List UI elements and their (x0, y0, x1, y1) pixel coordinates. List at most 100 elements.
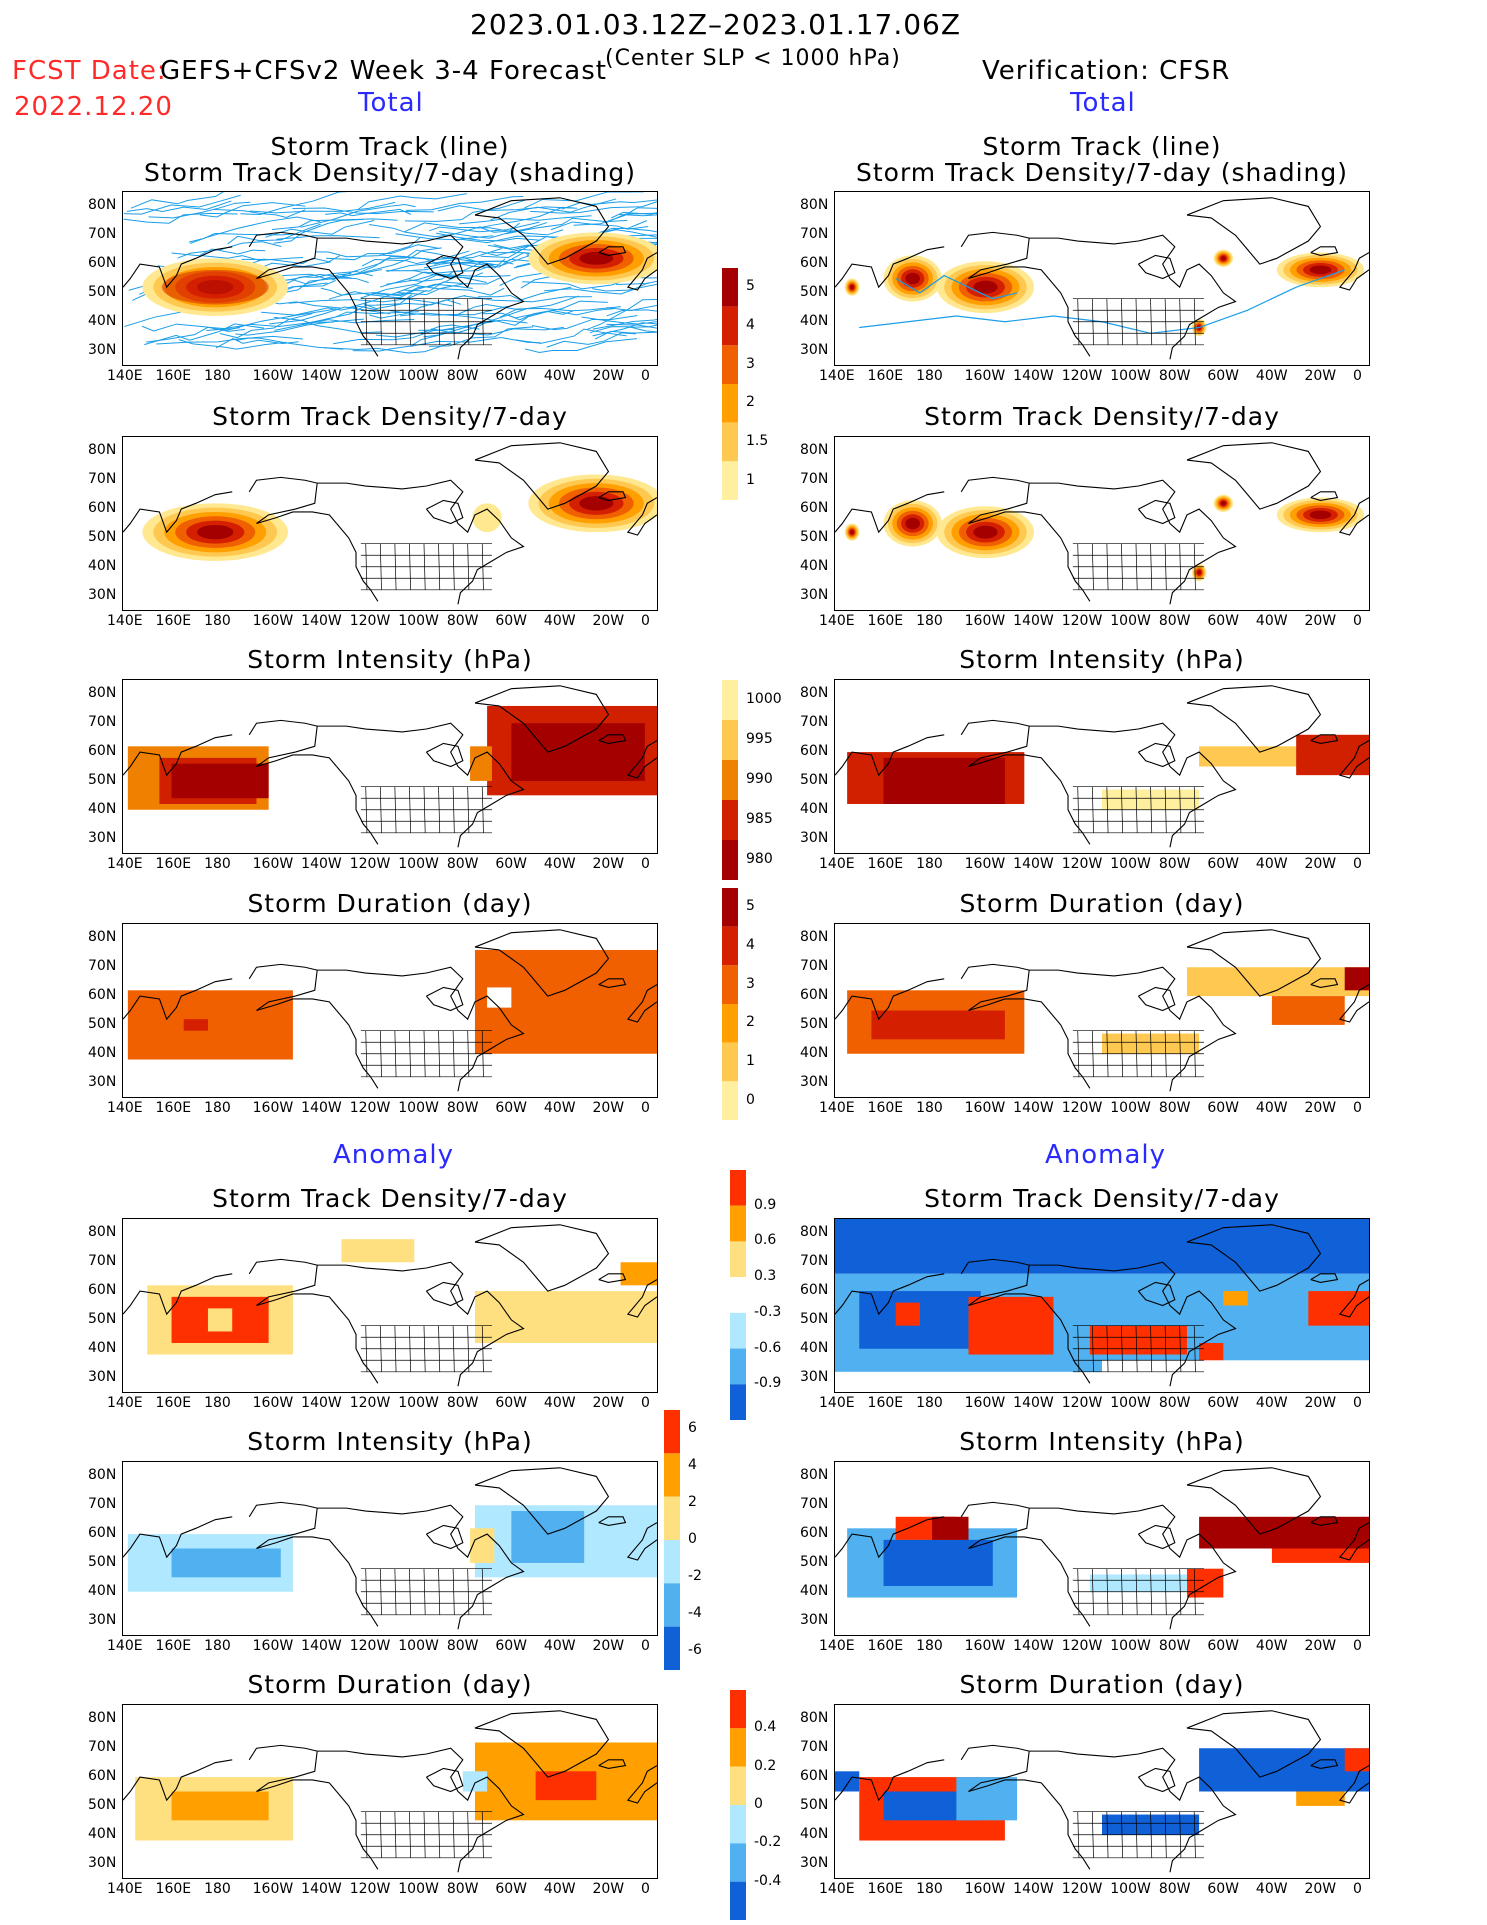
lon-tick-label: 140E (107, 613, 143, 629)
colorbar-label: 5 (746, 278, 755, 295)
verification-label: Verification: CFSR (982, 56, 1231, 86)
lat-tick-label: 30N (800, 586, 829, 603)
lon-tick-label: 80W (1158, 1881, 1191, 1897)
field-block (1089, 1325, 1187, 1355)
lon-tick-label: 120W (1061, 1395, 1103, 1411)
colorbar-swatch (722, 760, 738, 800)
lon-tick-label: 140E (819, 1100, 855, 1116)
lon-tick-label: 60W (495, 1638, 528, 1654)
lon-tick-label: 100W (398, 856, 439, 872)
lon-tick-label: 80W (1158, 613, 1191, 629)
field-shade (197, 524, 234, 540)
lat-tick-label: 40N (800, 312, 829, 329)
lon-tick-label: 40W (543, 856, 576, 872)
lon-tick-label: 140W (301, 1100, 342, 1116)
title-anom-duration-right: Storm Duration (day) (959, 1670, 1245, 1699)
lat-tick-label: 50N (88, 771, 117, 788)
lon-tick-label: 140E (107, 1638, 143, 1654)
lon-tick-label: 140E (819, 368, 855, 384)
map-panel-anom-intensity-obs (834, 1461, 1370, 1636)
colorbar-label: -6 (688, 1642, 702, 1659)
colorbar-label: 0.3 (754, 1268, 777, 1285)
lon-tick-label: 120W (1061, 1638, 1103, 1654)
lon-tick-label: 60W (1207, 1638, 1240, 1654)
lon-tick-label: 140W (1013, 1638, 1054, 1654)
lat-tick-label: 70N (88, 471, 117, 488)
lon-tick-label: 20W (1304, 1395, 1337, 1411)
field-shade (850, 529, 854, 535)
lat-tick-label: 40N (88, 1582, 117, 1599)
lon-tick-label: 120W (1061, 1881, 1103, 1897)
lat-tick-label: 40N (800, 1044, 829, 1061)
lon-tick-label: 0 (1353, 368, 1362, 384)
lat-tick-label: 80N (800, 1710, 829, 1727)
lat-tick-label: 40N (88, 1044, 117, 1061)
lat-tick-label: 30N (800, 1854, 829, 1871)
lon-tick-label: 160W (964, 1100, 1006, 1116)
field-block (1271, 1548, 1369, 1563)
colorbar-swatch (730, 1766, 746, 1805)
colorbar-swatch (722, 680, 738, 720)
title-track-line-left: Storm Track (line) (270, 132, 510, 161)
lon-tick-label: 100W (398, 1100, 439, 1116)
lat-tick-label: 70N (800, 1739, 829, 1756)
lon-tick-label: 140E (107, 1100, 143, 1116)
lat-tick-label: 80N (88, 1224, 117, 1241)
lat-tick-label: 60N (88, 987, 117, 1004)
lat-tick-label: 80N (88, 442, 117, 459)
lat-tick-label: 60N (800, 1768, 829, 1785)
lon-tick-label: 100W (1110, 613, 1151, 629)
colorbar-label: 4 (746, 937, 755, 953)
fcst-date-label: FCST Date: (12, 56, 167, 86)
lon-tick-label: 40W (543, 1638, 576, 1654)
colorbar-swatch (722, 345, 738, 384)
lon-tick-label: 160E (155, 1638, 192, 1654)
lon-tick-label: 40W (1255, 613, 1288, 629)
lon-tick-label: 120W (349, 613, 391, 629)
lat-tick-label: 30N (800, 829, 829, 846)
lon-tick-label: 100W (398, 1638, 439, 1654)
lon-tick-label: 160W (252, 1638, 294, 1654)
anomaly-label-right: Anomaly (1045, 1140, 1167, 1170)
field-shade (1197, 570, 1201, 575)
field-block (127, 990, 293, 1060)
lat-tick-label: 80N (88, 1467, 117, 1484)
lat-tick-label: 50N (88, 1015, 117, 1032)
lon-tick-label: 160E (867, 613, 904, 629)
map-panel-duration-fcst (122, 923, 658, 1098)
lat-tick-label: 80N (800, 442, 829, 459)
lon-tick-label: 180 (916, 856, 943, 872)
colorbar-swatch (722, 1081, 738, 1120)
lon-tick-label: 100W (1110, 1395, 1151, 1411)
lon-tick-label: 80W (446, 368, 479, 384)
title-intensity-left: Storm Intensity (hPa) (247, 645, 533, 674)
field-block (487, 987, 512, 1008)
field-block (1223, 1291, 1248, 1306)
lon-tick-label: 140E (819, 1881, 855, 1897)
lat-tick-label: 70N (88, 226, 117, 243)
lat-tick-label: 40N (88, 800, 117, 817)
title-anom-density-right: Storm Track Density/7-day (924, 1184, 1280, 1213)
lat-tick-label: 70N (88, 714, 117, 731)
lon-tick-label: 20W (1304, 1881, 1337, 1897)
lon-tick-label: 40W (1255, 856, 1288, 872)
field-block (1199, 1516, 1369, 1549)
lon-tick-label: 20W (1304, 613, 1337, 629)
lat-tick-label: 40N (88, 557, 117, 574)
map-panel-density-obs (834, 436, 1370, 611)
field-shade (579, 496, 614, 511)
lon-tick-label: 100W (398, 613, 439, 629)
lon-tick-label: 40W (543, 1395, 576, 1411)
lon-tick-label: 160W (964, 613, 1006, 629)
field-block (835, 1219, 1369, 1274)
lon-tick-label: 140W (1013, 1395, 1054, 1411)
colorbar-label: -0.2 (754, 1834, 782, 1851)
lon-tick-label: 160W (252, 368, 294, 384)
lon-tick-label: 160W (964, 1881, 1006, 1897)
lat-tick-label: 60N (88, 500, 117, 517)
colorbar-label: -2 (688, 1568, 702, 1585)
lat-tick-label: 70N (800, 471, 829, 488)
lon-tick-label: 120W (349, 1100, 391, 1116)
colorbar-swatch (664, 1496, 680, 1540)
lon-tick-label: 60W (1207, 1395, 1240, 1411)
